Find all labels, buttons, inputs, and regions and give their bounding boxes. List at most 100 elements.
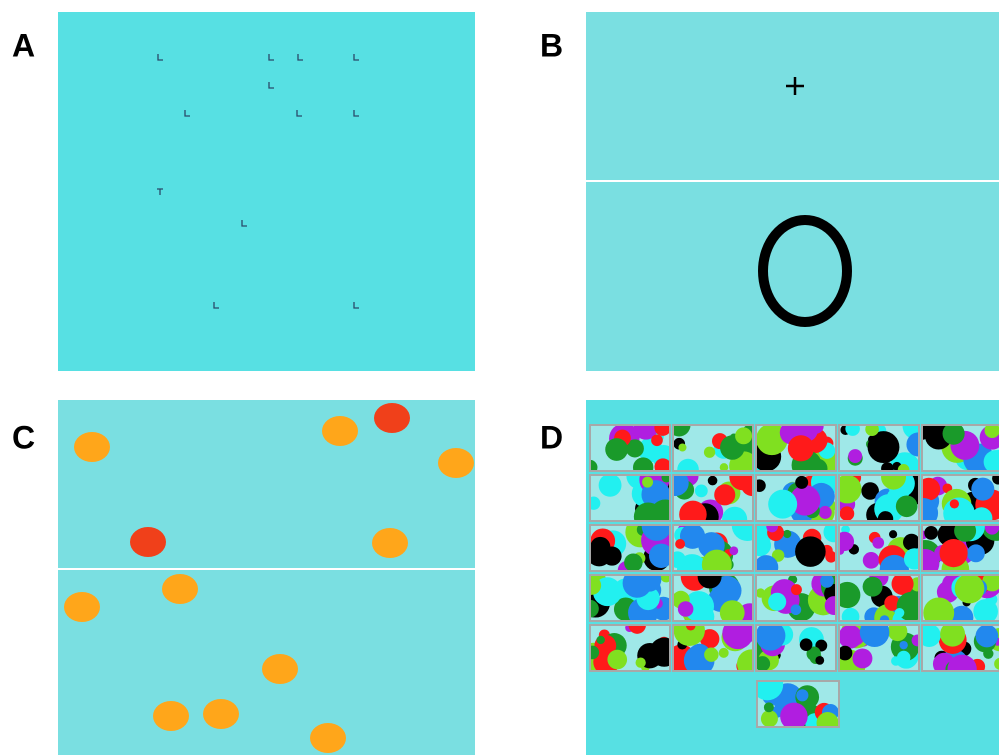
disc bbox=[949, 499, 959, 509]
orange-dot bbox=[162, 574, 198, 604]
thumbnail bbox=[590, 525, 670, 571]
disc bbox=[707, 475, 718, 486]
disc bbox=[795, 536, 826, 567]
panel-b-background bbox=[586, 12, 999, 371]
disc bbox=[984, 525, 999, 535]
disc bbox=[881, 462, 894, 471]
disc bbox=[718, 647, 729, 658]
thumbnail bbox=[839, 575, 919, 621]
orange-dot bbox=[438, 448, 474, 478]
thumbnail-border bbox=[672, 574, 754, 622]
thumbnail-border bbox=[921, 624, 999, 672]
thumbnail-border bbox=[672, 524, 754, 572]
disc bbox=[975, 625, 999, 648]
disc bbox=[625, 439, 644, 458]
disc bbox=[881, 475, 907, 490]
disc bbox=[685, 625, 696, 631]
disc bbox=[894, 607, 905, 618]
disc bbox=[922, 498, 939, 521]
search-item bbox=[268, 54, 274, 61]
disc bbox=[768, 592, 787, 611]
thumbnail-border bbox=[672, 474, 754, 522]
disc bbox=[942, 425, 965, 445]
disc bbox=[783, 529, 792, 539]
disc bbox=[700, 629, 720, 649]
disc bbox=[824, 596, 836, 616]
disc bbox=[852, 648, 873, 669]
disc bbox=[735, 427, 753, 445]
thumbnail bbox=[756, 625, 836, 671]
disc bbox=[661, 475, 670, 483]
thumbnail bbox=[922, 525, 999, 571]
search-item bbox=[353, 54, 359, 61]
thumbnail bbox=[673, 625, 753, 671]
disc bbox=[677, 601, 694, 617]
disc bbox=[877, 511, 894, 521]
disc bbox=[973, 599, 998, 621]
disc bbox=[756, 479, 766, 493]
disc bbox=[673, 551, 686, 569]
disc bbox=[891, 656, 901, 666]
disc bbox=[651, 434, 663, 447]
disc bbox=[654, 425, 670, 436]
disc bbox=[868, 435, 877, 444]
disc bbox=[848, 449, 863, 463]
disc bbox=[950, 605, 974, 621]
disc bbox=[624, 553, 643, 571]
disc bbox=[796, 689, 809, 702]
disc bbox=[940, 625, 966, 647]
disc bbox=[923, 597, 955, 621]
disc bbox=[688, 643, 711, 667]
disc bbox=[649, 499, 670, 521]
disc bbox=[642, 476, 654, 488]
thumbnail bbox=[756, 525, 836, 571]
orange-dot bbox=[64, 592, 100, 622]
thumbnail-grid bbox=[589, 424, 999, 728]
disc bbox=[632, 457, 654, 471]
disc bbox=[756, 555, 779, 571]
disc bbox=[673, 625, 705, 646]
thumbnail-border bbox=[755, 624, 837, 672]
thumbnail-border bbox=[589, 424, 671, 472]
orange-dot bbox=[322, 416, 358, 446]
disc bbox=[736, 649, 753, 671]
disc bbox=[924, 526, 938, 540]
search-item bbox=[241, 220, 247, 227]
thumbnail bbox=[590, 625, 670, 671]
thumbnail-border bbox=[589, 474, 671, 522]
orange-dot bbox=[203, 699, 239, 729]
disc bbox=[756, 625, 786, 651]
orange-dot bbox=[310, 723, 346, 753]
orange-dot bbox=[153, 701, 189, 731]
disc bbox=[790, 584, 802, 596]
search-item bbox=[157, 54, 163, 61]
thumbnail bbox=[922, 425, 999, 471]
panel-label: D bbox=[540, 419, 563, 455]
thumbnail bbox=[756, 575, 836, 621]
panel-label: C bbox=[12, 419, 35, 455]
thumbnail bbox=[839, 525, 919, 571]
thumbnail bbox=[839, 625, 919, 671]
disc bbox=[740, 475, 753, 497]
disc bbox=[628, 625, 646, 634]
thumbnail-border bbox=[589, 624, 671, 672]
disc bbox=[766, 525, 778, 533]
thumbnail bbox=[756, 425, 836, 471]
disc bbox=[590, 645, 600, 660]
disc bbox=[673, 475, 689, 497]
disc bbox=[719, 463, 729, 471]
disc bbox=[841, 607, 860, 621]
disc bbox=[839, 581, 861, 609]
disc bbox=[799, 638, 813, 651]
disc bbox=[694, 484, 708, 498]
dot-stimuli bbox=[64, 403, 474, 753]
disc bbox=[887, 625, 908, 642]
disc bbox=[922, 477, 941, 501]
thumbnail bbox=[757, 681, 839, 727]
thumbnail-border bbox=[921, 574, 999, 622]
disc bbox=[649, 543, 670, 568]
disc bbox=[820, 575, 834, 588]
disc bbox=[590, 599, 599, 618]
